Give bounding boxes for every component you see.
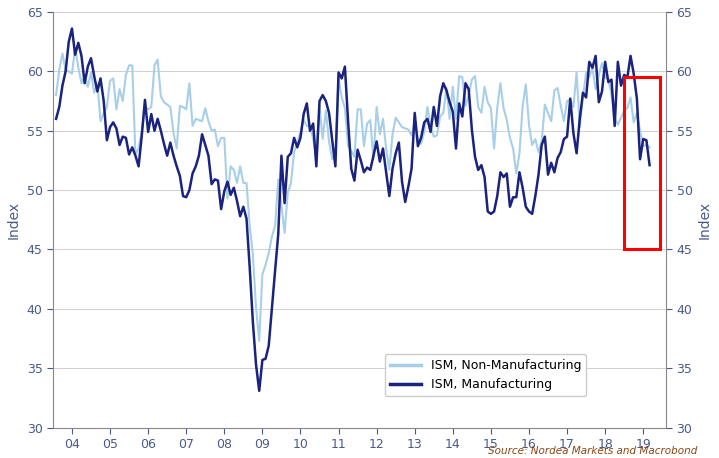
Y-axis label: Index: Index [698,201,712,239]
Y-axis label: Index: Index [7,201,21,239]
Legend: ISM, Non-Manufacturing, ISM, Manufacturing: ISM, Non-Manufacturing, ISM, Manufacturi… [385,354,586,397]
Text: Source: Nordea Markets and Macrobond: Source: Nordea Markets and Macrobond [488,446,697,456]
Bar [624,77,660,250]
